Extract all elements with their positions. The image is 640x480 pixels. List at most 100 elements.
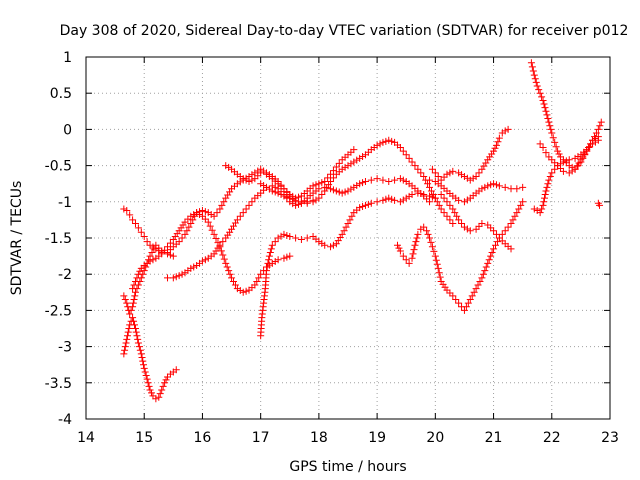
data-point (123, 206, 131, 214)
data-point (597, 118, 605, 126)
data-point (201, 256, 209, 264)
data-point (395, 244, 403, 252)
data-point (172, 366, 180, 374)
data-point (136, 267, 144, 275)
data-point (137, 350, 145, 358)
data-point (260, 167, 268, 175)
data-point (255, 274, 263, 282)
data-point (297, 235, 305, 243)
data-point (568, 167, 576, 175)
data-point (134, 270, 142, 278)
data-point (541, 191, 549, 199)
data-point (280, 185, 288, 193)
data-point (260, 182, 268, 190)
data-point (455, 196, 463, 204)
data-point (318, 179, 326, 187)
data-point (225, 163, 233, 171)
data-point (555, 150, 563, 158)
data-point (143, 238, 151, 246)
data-point (274, 234, 282, 242)
data-point (554, 162, 562, 170)
data-point (124, 328, 132, 336)
data-point (189, 216, 197, 224)
data-point (449, 220, 457, 228)
data-point (239, 288, 247, 296)
data-point (297, 198, 305, 206)
data-point (143, 375, 151, 383)
data-point (257, 189, 265, 197)
data-point (216, 241, 224, 249)
data-point (126, 310, 134, 318)
data-point (364, 200, 372, 208)
data-point (587, 140, 595, 148)
data-point (193, 209, 201, 217)
data-point (187, 220, 195, 228)
data-point (424, 230, 432, 238)
data-point (271, 188, 279, 196)
data-point (220, 255, 228, 263)
data-point (379, 176, 387, 184)
data-point (130, 296, 138, 304)
data-point (267, 245, 275, 253)
data-point (379, 196, 387, 204)
data-point (396, 247, 404, 255)
data-point (265, 256, 273, 264)
series-track-h (257, 136, 457, 228)
data-point (139, 357, 147, 365)
data-point (222, 259, 230, 267)
data-point (130, 317, 138, 325)
data-point (551, 138, 559, 146)
data-point (141, 368, 149, 376)
data-point (385, 194, 393, 202)
data-point (408, 191, 416, 199)
data-point (341, 163, 349, 171)
data-point (152, 395, 160, 403)
series-track-o (536, 118, 605, 177)
data-point (161, 246, 169, 254)
data-point (292, 234, 300, 242)
data-point (123, 335, 131, 343)
data-point (231, 281, 239, 289)
data-point (539, 201, 547, 209)
data-point (158, 386, 166, 394)
data-point (131, 220, 139, 228)
y-tick-label: -1.5 (45, 231, 72, 247)
data-point (548, 169, 556, 177)
data-point (347, 185, 355, 193)
data-point (321, 241, 329, 249)
data-point (532, 78, 540, 86)
data-point (475, 222, 483, 230)
data-point (490, 147, 498, 155)
data-point (589, 136, 597, 144)
data-point (431, 252, 439, 260)
data-point (166, 239, 174, 247)
data-point (344, 162, 352, 170)
data-point (544, 180, 552, 188)
data-point (253, 277, 261, 285)
data-point (513, 185, 521, 193)
data-point (350, 158, 358, 166)
data-point (414, 165, 422, 173)
data-point (133, 274, 141, 282)
data-point (283, 231, 291, 239)
chart-title: Day 308 of 2020, Sidereal Day-to-day VTE… (60, 23, 629, 39)
data-point (280, 254, 288, 262)
data-point (484, 182, 492, 190)
data-point (449, 292, 457, 300)
data-point (495, 234, 503, 242)
data-point (511, 212, 519, 220)
data-point (295, 193, 303, 201)
data-point (329, 174, 337, 182)
data-point (426, 234, 434, 242)
series-track-e (164, 175, 434, 282)
data-point (161, 379, 169, 387)
data-point (431, 194, 439, 202)
data-point (478, 220, 486, 228)
data-point (292, 196, 300, 204)
data-point (359, 153, 367, 161)
data-point (460, 306, 468, 314)
data-point (474, 281, 482, 289)
data-point (391, 196, 399, 204)
data-point (449, 205, 457, 213)
data-point (332, 163, 340, 171)
